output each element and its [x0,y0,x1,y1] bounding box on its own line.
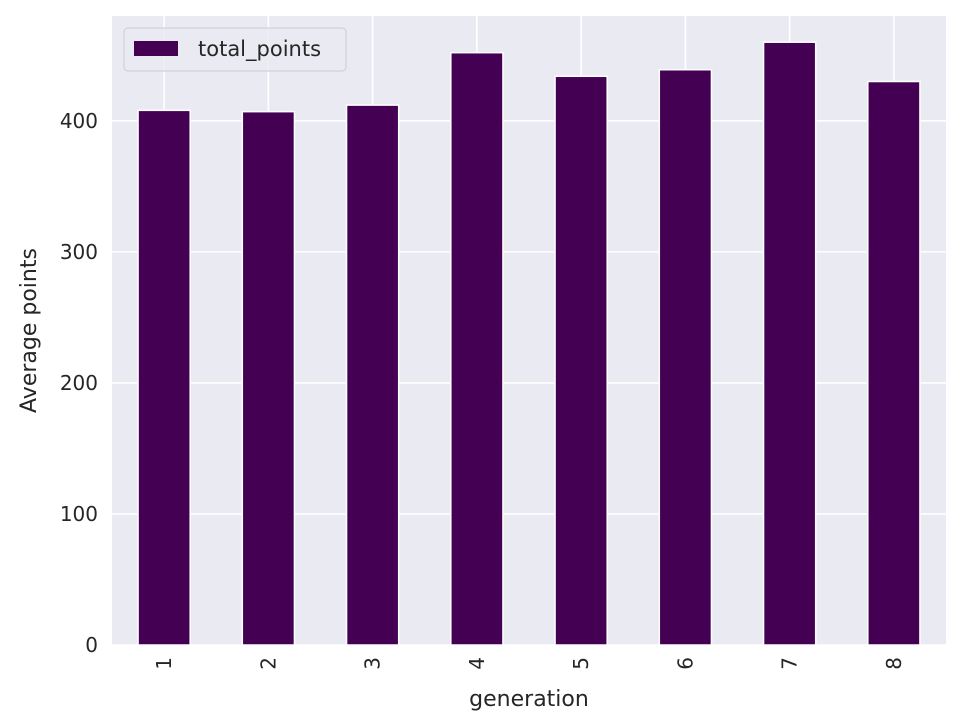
y-tick-label: 100 [60,502,98,526]
x-tick-label: 1 [152,657,176,670]
bar-8 [867,80,921,646]
plot-area [112,16,946,645]
bar-4 [450,51,504,646]
legend-box [123,27,347,72]
x-tick-label: 2 [256,657,280,670]
bars [137,41,921,646]
y-axis-ticks: 0 100 200 300 400 [60,109,98,657]
bar-2 [241,110,296,646]
x-tick-label: 3 [361,657,385,670]
x-tick-label: 6 [673,657,697,670]
bar-6 [658,68,713,646]
y-tick-label: 200 [60,371,98,395]
legend-swatch [134,41,178,56]
x-tick-label: 4 [465,657,489,670]
y-axis-label: Average points [17,248,42,413]
x-axis-label: generation [469,687,589,712]
x-tick-label: 7 [778,657,802,670]
bar-3 [345,104,400,646]
bar-7 [762,41,817,646]
x-tick-label: 5 [569,657,593,670]
x-axis-ticks: 1 2 3 4 5 6 7 8 [152,657,906,670]
y-tick-label: 0 [85,633,98,657]
bar-1 [137,109,191,646]
legend-label: total_points [198,37,321,62]
y-tick-label: 400 [60,109,98,133]
bar-5 [554,75,608,646]
legend: total_points [123,27,347,72]
y-tick-label: 300 [60,240,98,264]
x-tick-label: 8 [882,657,906,670]
